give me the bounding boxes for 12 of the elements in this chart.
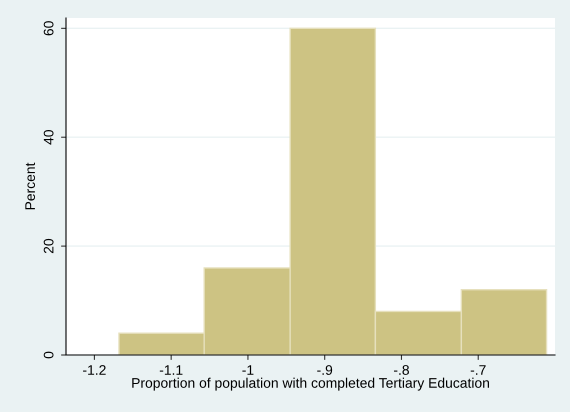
x-tick-label: -.9 <box>317 365 332 375</box>
y-tick-label: 40 <box>44 130 54 145</box>
y-tick-label: 20 <box>44 238 54 254</box>
x-tick-label: -1 <box>242 365 254 375</box>
x-tick-label: -1.1 <box>160 365 182 375</box>
x-axis-title: Proportion of population with completed Tertiary Education <box>132 378 489 391</box>
x-tick-label: -.7 <box>470 365 486 375</box>
y-tick-label: 0 <box>44 352 54 358</box>
x-tick-label: -1.2 <box>83 365 106 375</box>
y-axis-title: Percent <box>25 162 36 210</box>
y-tick-label: 60 <box>44 21 54 36</box>
x-tick-label: -.8 <box>394 365 409 375</box>
